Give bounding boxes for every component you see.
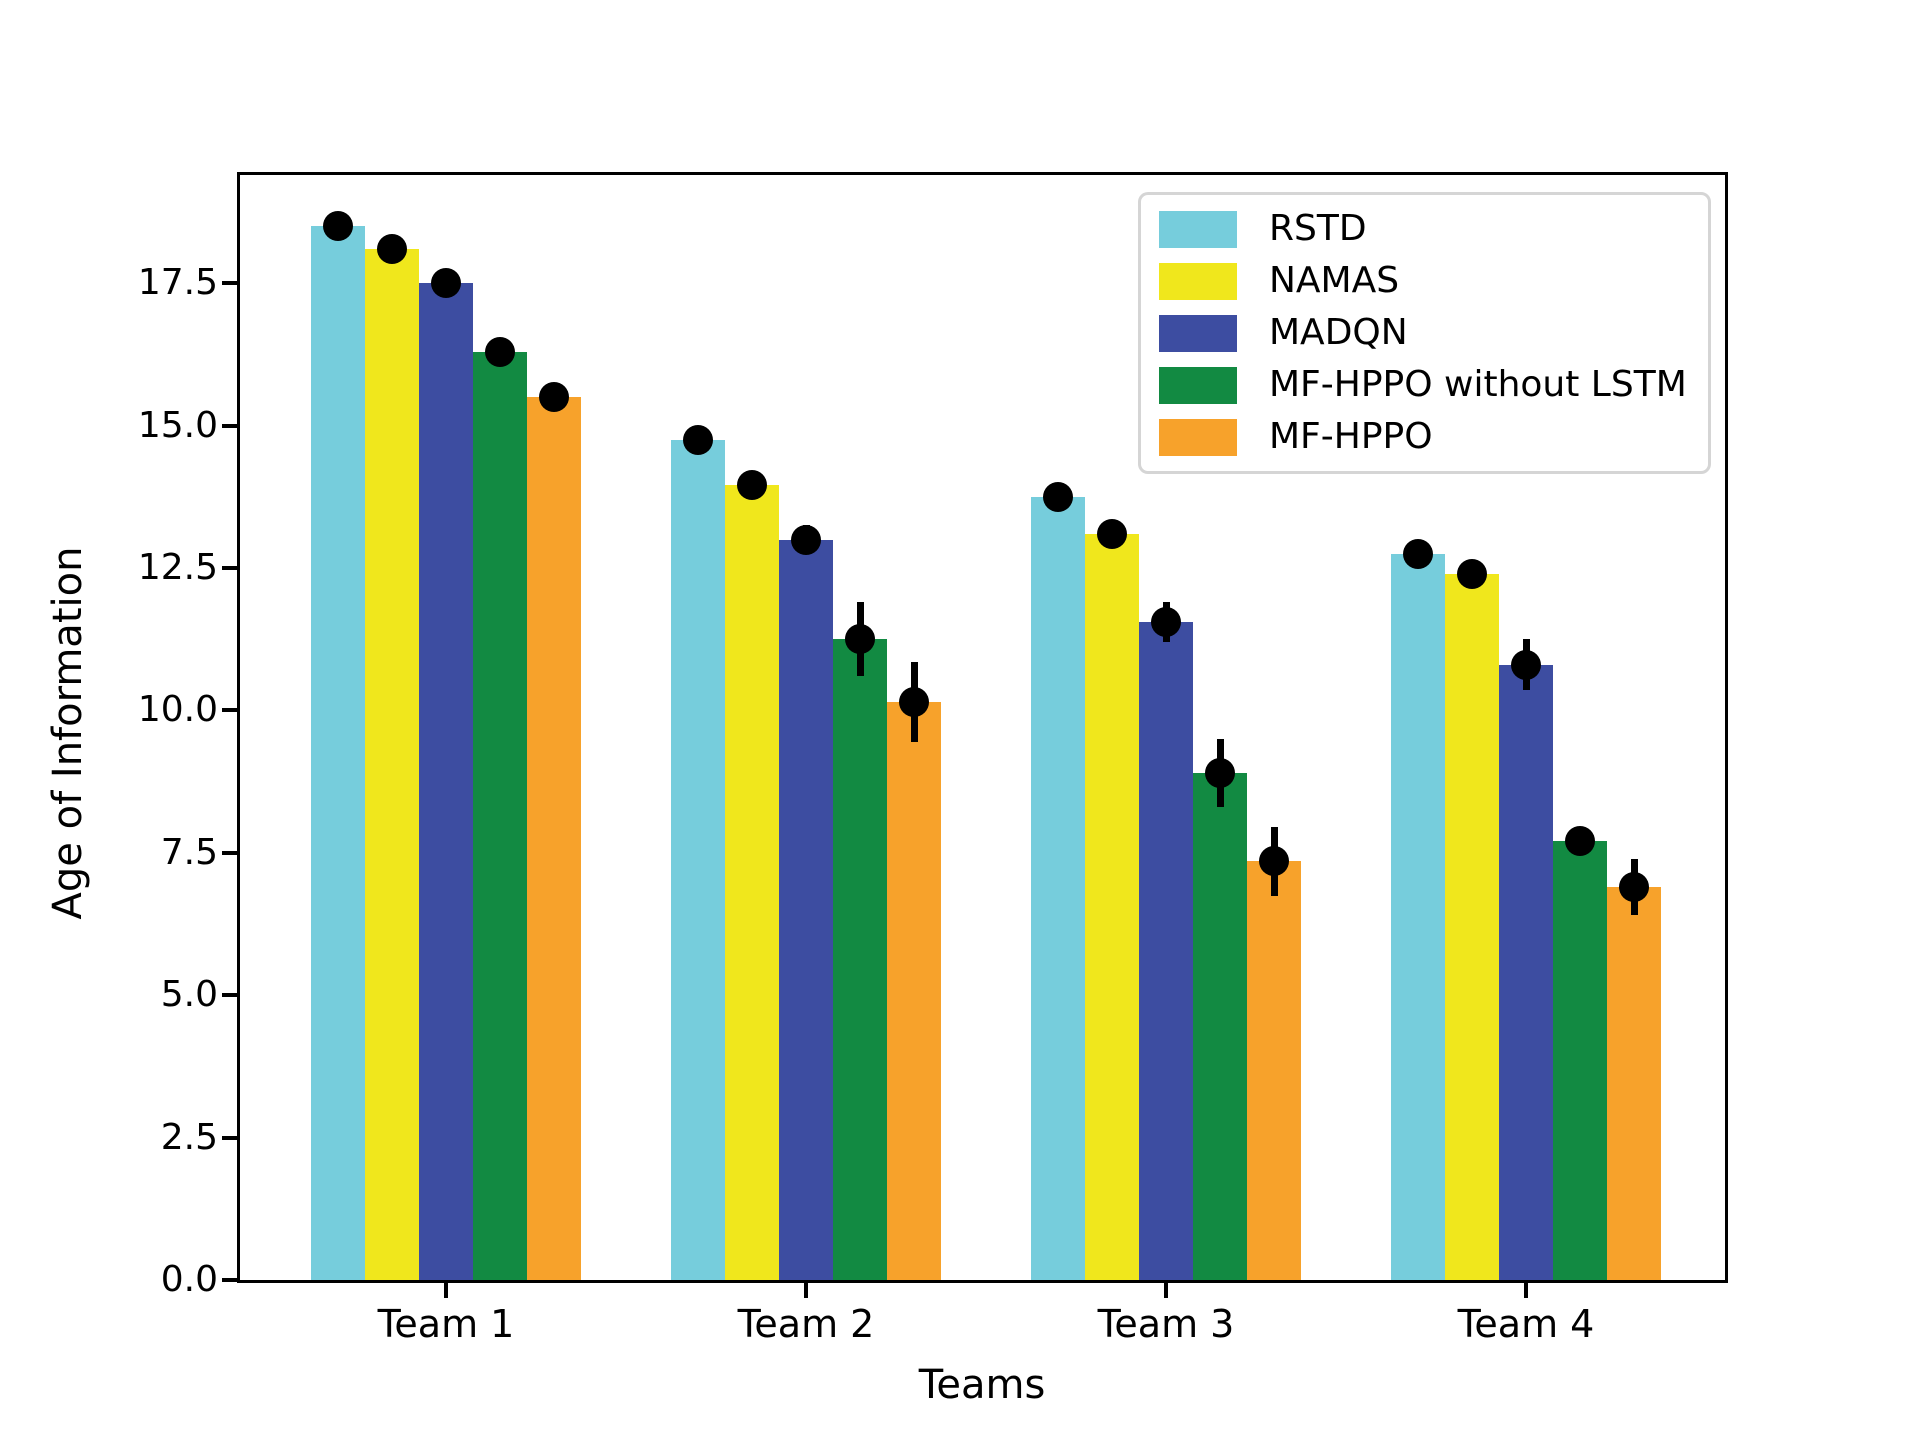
legend-item: MADQN [1159, 312, 1708, 353]
bar-namas-team-4 [1445, 573, 1499, 1280]
x-tick-label: Team 4 [1457, 1302, 1595, 1346]
x-tick-mark [1524, 1283, 1528, 1298]
bar-namas-team-3 [1085, 533, 1139, 1280]
mean-marker-dot [377, 234, 407, 265]
mean-marker-dot [845, 624, 875, 655]
mean-marker-dot [1151, 607, 1181, 638]
bar-mf-hppo-team-3 [1247, 861, 1301, 1280]
mean-marker-dot [1457, 558, 1487, 589]
x-tick-mark [444, 1283, 448, 1298]
mean-marker-dot [737, 470, 767, 501]
y-tick-label: 12.5 [137, 547, 218, 588]
mean-marker-dot [539, 382, 569, 413]
mean-marker-dot [1619, 871, 1649, 902]
y-tick-mark [222, 1135, 237, 1140]
mean-marker-dot [1565, 826, 1595, 857]
mean-marker-dot [683, 424, 713, 455]
mean-marker-dot [1097, 518, 1127, 549]
y-tick-label: 2.5 [160, 1116, 218, 1158]
mean-marker-dot [1205, 758, 1235, 789]
mean-marker-dot [1259, 846, 1289, 877]
bar-madqn-team-1 [419, 283, 473, 1280]
legend-swatch [1159, 210, 1237, 248]
legend-item: MF-HPPO without LSTM [1159, 364, 1708, 405]
bar-rstd-team-2 [671, 439, 725, 1280]
legend-label: RSTD [1269, 208, 1367, 249]
bar-madqn-team-2 [779, 539, 833, 1280]
mean-marker-dot [1403, 538, 1433, 569]
y-tick-label: 17.5 [137, 262, 218, 304]
x-tick-mark [1164, 1283, 1168, 1298]
y-tick-mark [222, 708, 237, 713]
bar-mf-hppo-team-2 [887, 701, 941, 1280]
mean-marker-dot [791, 524, 821, 555]
bar-rstd-team-4 [1391, 553, 1445, 1280]
legend-label: MF-HPPO [1269, 416, 1433, 457]
y-tick-label: 0.0 [160, 1259, 218, 1300]
legend-label: MADQN [1269, 312, 1408, 353]
bar-mf-hppo-team-1 [527, 397, 581, 1280]
y-tick-label: 10.0 [137, 689, 218, 731]
legend-item: MF-HPPO [1159, 416, 1708, 457]
y-tick-mark [222, 281, 237, 286]
legend: RSTD NAMAS MADQN MF-HPPO without LSTM MF-HPP… [1138, 192, 1711, 474]
y-tick-mark [222, 850, 237, 855]
bar-mf-hppo-without-lstm-team-1 [473, 351, 527, 1280]
legend-swatch [1159, 262, 1237, 300]
y-tick-mark [222, 993, 237, 998]
bar-madqn-team-3 [1139, 622, 1193, 1280]
y-tick-label: 5.0 [160, 974, 218, 1016]
x-tick-label: Team 1 [377, 1302, 515, 1346]
legend-item: NAMAS [1159, 260, 1708, 301]
mean-marker-dot [431, 268, 461, 299]
bar-namas-team-1 [365, 249, 419, 1280]
legend-label: MF-HPPO without LSTM [1269, 364, 1687, 405]
bar-rstd-team-3 [1031, 496, 1085, 1280]
legend-swatch [1159, 366, 1237, 404]
bar-namas-team-2 [725, 485, 779, 1280]
mean-marker-dot [1043, 481, 1073, 512]
y-tick-label: 15.0 [137, 404, 218, 446]
mean-marker-dot [899, 686, 929, 717]
legend-swatch [1159, 314, 1237, 352]
y-tick-mark [222, 566, 237, 570]
x-tick-mark [804, 1283, 808, 1298]
x-tick-label: Team 3 [1097, 1302, 1235, 1346]
mean-marker-dot [1511, 649, 1541, 680]
y-tick-mark [222, 1278, 237, 1282]
mean-marker-dot [323, 211, 353, 242]
bar-rstd-team-1 [311, 226, 365, 1280]
legend-swatch [1159, 418, 1237, 456]
y-tick-label: 7.5 [160, 831, 218, 873]
x-axis-label: Teams [918, 1362, 1046, 1408]
bar-mf-hppo-without-lstm-team-2 [833, 639, 887, 1280]
bar-mf-hppo-team-4 [1607, 887, 1661, 1280]
x-tick-label: Team 2 [737, 1302, 875, 1346]
y-tick-mark [222, 423, 237, 428]
legend-item: RSTD [1159, 208, 1708, 249]
mean-marker-dot [485, 336, 515, 367]
bar-mf-hppo-without-lstm-team-3 [1193, 773, 1247, 1280]
legend-label: NAMAS [1269, 260, 1400, 301]
bar-mf-hppo-without-lstm-team-4 [1553, 841, 1607, 1280]
bar-madqn-team-4 [1499, 664, 1553, 1280]
